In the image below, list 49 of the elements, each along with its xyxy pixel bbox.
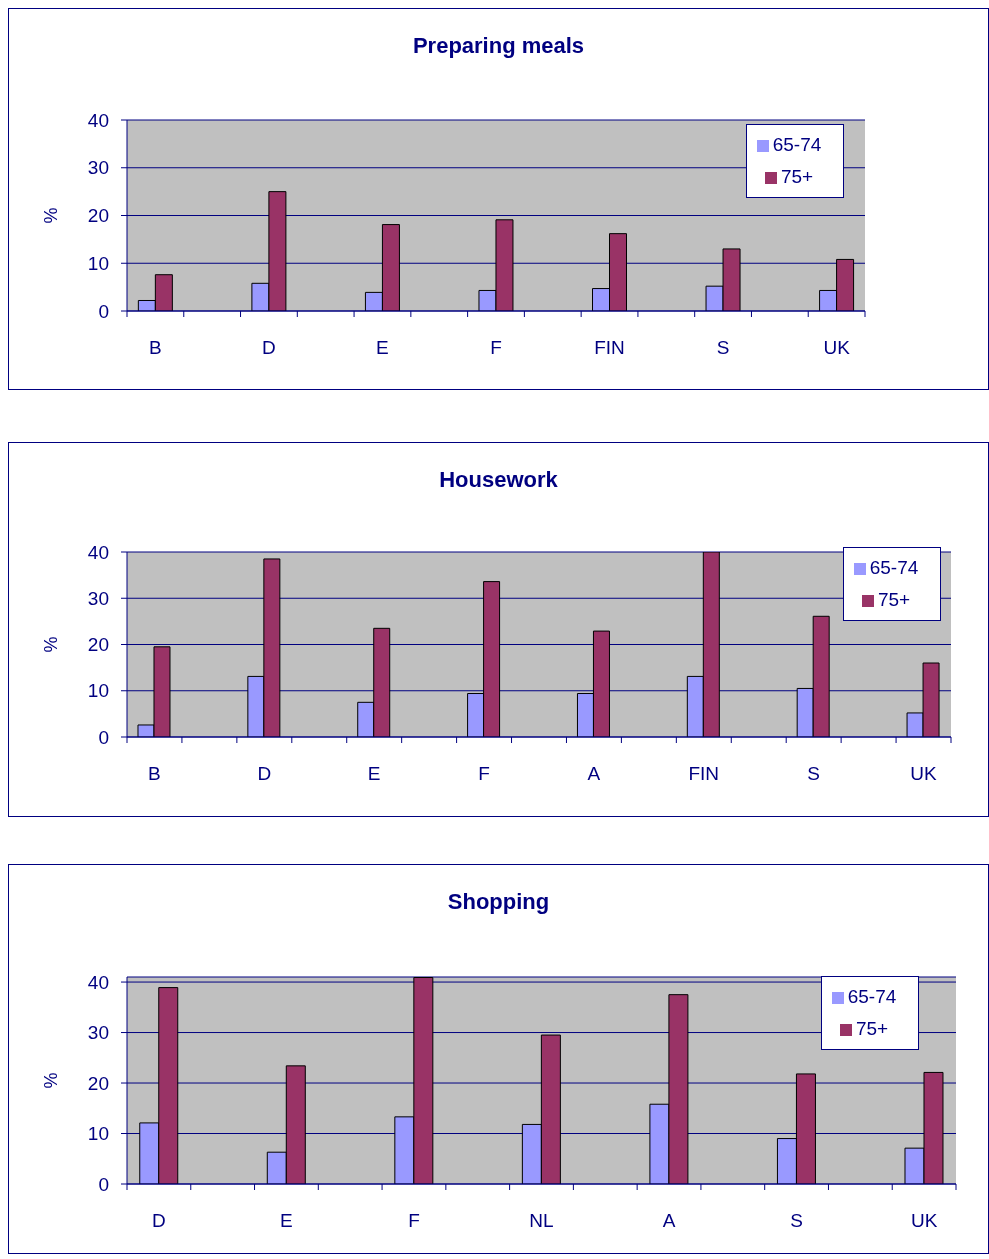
legend-label: 65-74 (869, 557, 919, 578)
y-tick-label: 30 (87, 157, 109, 179)
legend-label: 75+ (855, 1018, 889, 1039)
x-tick-label: FIN (688, 762, 720, 784)
x-tick-label: F (408, 1209, 420, 1231)
y-tick-label: 40 (87, 971, 109, 993)
y-axis-title: % (41, 636, 61, 653)
legend-label: 75+ (780, 166, 814, 187)
x-tick-label: A (587, 762, 601, 784)
x-tick-label: S (716, 336, 730, 358)
x-tick-label: UK (910, 762, 938, 784)
y-axis-title: % (41, 1072, 61, 1089)
x-tick-label: E (367, 762, 381, 784)
x-tick-label: B (148, 762, 161, 784)
x-tick-label: D (262, 336, 276, 358)
y-tick-label: 20 (87, 634, 109, 656)
y-axis-title: % (41, 207, 61, 224)
y-tick-label: 0 (98, 300, 109, 322)
legend-label: 65-74 (847, 986, 897, 1007)
y-tick-label: 30 (87, 1022, 109, 1044)
legend-label: 75+ (877, 589, 911, 610)
legend-label: 65-74 (772, 134, 822, 155)
y-tick-label: 40 (87, 109, 109, 131)
x-tick-label: B (149, 336, 162, 358)
y-tick-label: 20 (87, 205, 109, 227)
y-tick-label: 40 (87, 541, 109, 563)
x-tick-label: D (257, 762, 272, 784)
chart-title: Preparing meals (411, 33, 586, 59)
chart-title: Shopping (446, 889, 551, 915)
x-tick-label: S (790, 1209, 803, 1231)
y-tick-label: 0 (98, 1173, 109, 1195)
x-tick-label: E (376, 336, 389, 358)
y-tick-label: 10 (87, 252, 109, 274)
x-tick-label: E (280, 1209, 293, 1231)
y-tick-label: 30 (87, 587, 109, 609)
x-tick-label: S (807, 762, 821, 784)
y-tick-label: 10 (87, 680, 109, 702)
x-tick-label: D (152, 1209, 166, 1231)
chart-title: Housework (438, 467, 559, 493)
y-tick-label: 0 (98, 726, 109, 748)
y-tick-label: 10 (87, 1123, 109, 1145)
y-tick-label: 20 (87, 1072, 109, 1094)
x-tick-label: NL (529, 1209, 554, 1231)
x-tick-label: FIN (594, 336, 625, 358)
x-tick-label: F (478, 762, 490, 784)
x-tick-label: F (490, 336, 502, 358)
x-tick-label: A (662, 1209, 676, 1231)
x-tick-label: UK (823, 336, 851, 358)
x-tick-label: UK (910, 1209, 938, 1231)
